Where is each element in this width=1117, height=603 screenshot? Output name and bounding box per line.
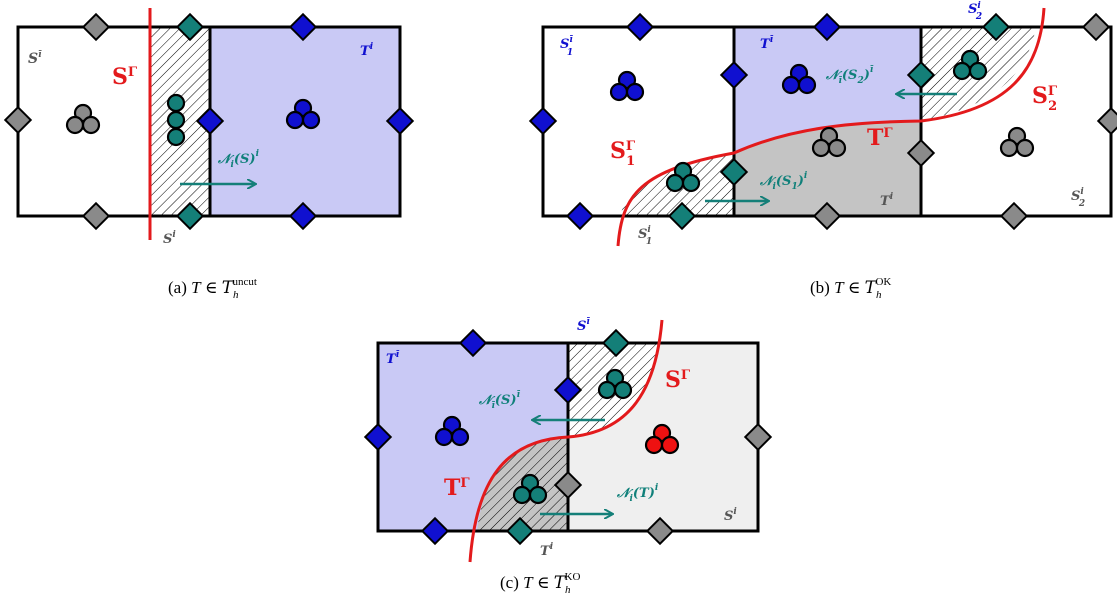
dof-diamond-teal xyxy=(981,12,1011,42)
dof-diamond-grey xyxy=(743,422,773,452)
label-s-ibar: Sī xyxy=(28,50,42,67)
dof-diamond-blue xyxy=(458,328,488,358)
label-n-i-t: 𝒩i(T)i xyxy=(616,483,659,504)
label-t-i: Ti xyxy=(360,42,374,59)
label-s2-i: Si 2 xyxy=(1071,187,1085,209)
label-n-ibar-s: 𝒩ī(S)ī xyxy=(478,390,521,411)
dof-diamond-grey xyxy=(81,12,111,42)
dof-diamond-blue xyxy=(385,106,415,136)
dof-diamond-teal xyxy=(505,516,535,546)
dof-stack-teal xyxy=(166,93,186,147)
label-s1-i: Si 1 xyxy=(638,225,652,247)
dof-diamond-blue xyxy=(812,12,842,42)
dof-diamond-blue xyxy=(288,12,318,42)
dof-diamond-blue xyxy=(288,201,318,231)
label-t-ibar: Tī xyxy=(386,350,400,367)
label-t-ibar: Tī xyxy=(760,35,774,52)
label-n-ibar-s2: 𝒩ī(S2)ī xyxy=(825,65,874,86)
panel-c: Sī Tī SΓ 𝒩ī(S)ī TΓ 𝒩i(T)i Si Ti (c) T ∈ … xyxy=(363,317,773,596)
dof-diamond-grey xyxy=(906,138,936,168)
dof-diamond-grey xyxy=(1081,12,1111,42)
caption-a: (a) T ∈ Thuncut xyxy=(168,276,257,301)
dof-diamond-teal xyxy=(601,328,631,358)
label-n-i-s1: 𝒩i(S1)i xyxy=(759,171,808,192)
label-s2-i-top: Si 2 xyxy=(968,1,982,22)
label-s1-ibar: Sī 1 xyxy=(560,35,573,58)
label-s-ibar: Sī xyxy=(577,317,590,334)
label-s2-gamma: SΓ 2 xyxy=(1032,83,1058,114)
label-s-gamma: SΓ xyxy=(112,64,138,90)
dof-diamond-grey xyxy=(3,105,33,135)
label-t-i: Ti xyxy=(880,192,894,209)
dof-diamond-grey xyxy=(1096,106,1117,136)
dof-diamond-blue xyxy=(565,201,595,231)
caption-c: (c) T ∈ ThKO xyxy=(500,571,580,596)
dof-diamond-blue xyxy=(719,60,749,90)
dof-diamond-grey xyxy=(81,201,111,231)
dof-diamond-teal xyxy=(906,60,936,90)
label-n-i-s: 𝒩i(S)i xyxy=(217,149,260,170)
label-s1-gamma: SΓ 1 xyxy=(610,138,636,169)
dof-diamond-blue xyxy=(420,516,450,546)
dof-diamond-blue xyxy=(625,12,655,42)
label-t-gamma: TΓ xyxy=(444,475,470,501)
dof-diamond-grey xyxy=(999,201,1029,231)
panel-b-mid-cell-grey xyxy=(734,121,921,216)
dof-diamond-grey xyxy=(812,201,842,231)
panel-b: Sī 1 Tī Si 2 𝒩ī(S2)ī SΓ 2 SΓ 1 TΓ 𝒩i(S1)i Ti… xyxy=(528,1,1117,301)
dof-diamond-blue xyxy=(528,106,558,136)
dof-diamond-grey xyxy=(645,516,675,546)
label-s-i: Si xyxy=(163,230,176,247)
label-s-i: Si xyxy=(724,507,737,524)
dof-diamond-teal xyxy=(175,201,205,231)
caption-b: (b) T ∈ ThOK xyxy=(810,276,891,301)
label-s-gamma: SΓ xyxy=(665,367,691,393)
dof-diamond-blue xyxy=(363,422,393,452)
label-t-i: Ti xyxy=(540,542,554,559)
dof-diamond-grey xyxy=(553,470,583,500)
dof-diamond-blue xyxy=(195,106,225,136)
dof-diamond-blue xyxy=(553,375,583,405)
label-t-gamma: TΓ xyxy=(867,125,893,151)
dof-diamond-teal xyxy=(667,201,697,231)
dof-diamond-teal xyxy=(175,12,205,42)
dof-diamond-teal xyxy=(719,157,749,187)
panel-c-interface-curve xyxy=(468,319,664,563)
panel-a: Sī SΓ Ti 𝒩i(S)i Si (a) T ∈ Thuncut xyxy=(3,8,415,301)
